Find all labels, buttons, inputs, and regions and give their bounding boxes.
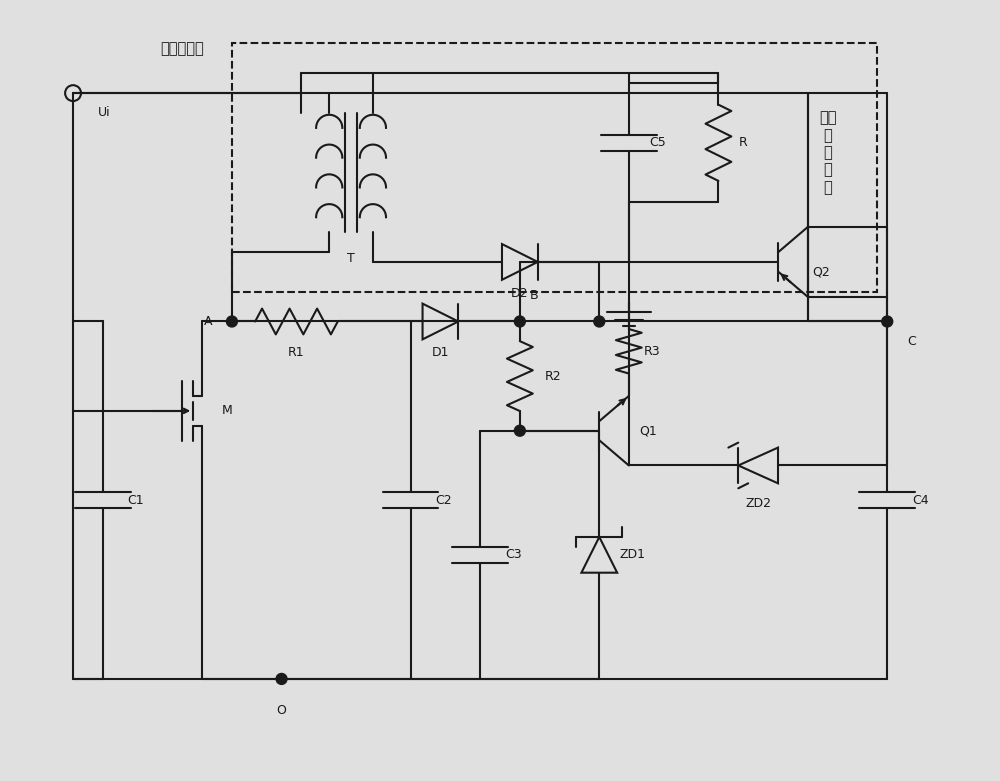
Text: R: R	[738, 136, 747, 149]
Text: R2: R2	[545, 369, 561, 383]
Circle shape	[514, 425, 525, 436]
Text: ZD1: ZD1	[619, 548, 645, 562]
Text: M: M	[222, 405, 233, 417]
Circle shape	[226, 316, 237, 327]
Text: C3: C3	[505, 548, 522, 562]
Text: O: O	[277, 704, 287, 717]
Text: 变压
输
出
电
路: 变压 输 出 电 路	[819, 110, 836, 195]
Text: C5: C5	[649, 136, 666, 149]
Text: C4: C4	[912, 494, 929, 507]
Text: Ui: Ui	[98, 106, 111, 119]
Circle shape	[882, 316, 893, 327]
Text: C2: C2	[435, 494, 452, 507]
Circle shape	[594, 316, 605, 327]
Text: D2: D2	[511, 287, 529, 300]
Text: Q2: Q2	[813, 266, 830, 278]
Text: C: C	[907, 335, 916, 348]
Text: Q1: Q1	[639, 424, 657, 437]
Text: R3: R3	[644, 344, 660, 358]
Text: A: A	[204, 315, 212, 328]
Text: B: B	[530, 289, 538, 301]
Text: R1: R1	[288, 346, 305, 359]
Text: D1: D1	[432, 346, 449, 359]
Text: T: T	[347, 252, 355, 265]
Text: C1: C1	[128, 494, 144, 507]
Circle shape	[514, 316, 525, 327]
Text: ZD2: ZD2	[745, 497, 771, 510]
Text: 电压输入端: 电压输入端	[160, 41, 204, 56]
Circle shape	[276, 673, 287, 684]
Bar	[232, 44, 877, 292]
